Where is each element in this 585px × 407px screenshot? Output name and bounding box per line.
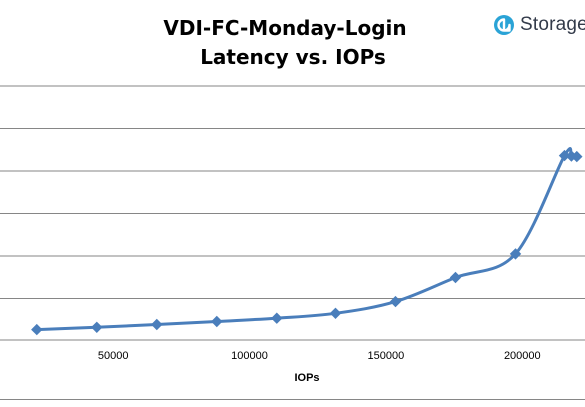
data-point-marker (91, 321, 103, 334)
data-point-marker (329, 307, 342, 320)
data-point-marker (31, 323, 43, 336)
data-point-marker (449, 271, 462, 284)
chart-title-line-2: Latency vs. IOPs (200, 45, 386, 69)
x-axis: 50000 100000 150000 200000 (0, 339, 585, 400)
brand-name: Storage (520, 14, 585, 35)
data-point-marker (509, 248, 522, 260)
gridlines (0, 85, 585, 299)
brand-logo: Storage (493, 14, 585, 36)
data-point-marker (571, 150, 583, 163)
series-line-0 (35, 147, 579, 332)
chart-title-group: VDI-FC-Monday-Login Latency vs. IOPs (163, 16, 406, 69)
x-tick-label: 200000 (504, 350, 541, 362)
data-point-marker (151, 318, 163, 331)
storage-logo-icon (494, 15, 514, 35)
chart-title-line-1: VDI-FC-Monday-Login (163, 16, 406, 40)
x-tick-label: 50000 (98, 350, 129, 362)
series-layer (35, 147, 579, 332)
x-tick-label: 150000 (368, 350, 405, 362)
data-point-marker (558, 149, 571, 162)
x-tick-label: 100000 (231, 350, 268, 362)
marker-layer (31, 149, 583, 336)
data-point-marker (271, 312, 283, 324)
data-point-marker (211, 315, 223, 328)
x-axis-title: IOPs (294, 372, 319, 384)
data-point-marker (389, 295, 402, 308)
